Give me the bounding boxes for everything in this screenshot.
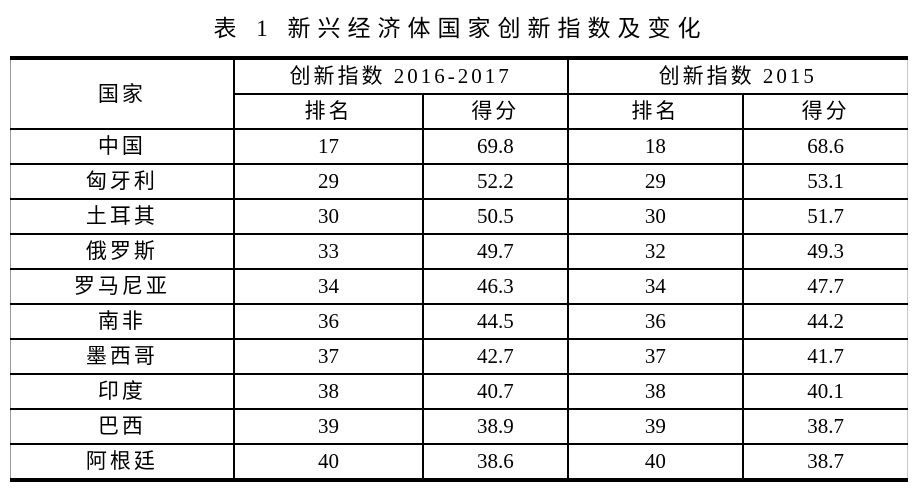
rank-2016-cell: 30: [232, 198, 425, 235]
table-row: 阿根廷 40 38.6 40 38.7: [9, 443, 909, 482]
rank-2015-cell: 36: [566, 303, 745, 340]
table-row: 印度 38 40.7 38 40.1: [9, 373, 909, 410]
score-2016-cell: 46.3: [422, 268, 569, 305]
table-title: 表 1 新兴经济体国家创新指数及变化: [213, 16, 708, 41]
rank-2015-cell: 32: [566, 233, 745, 270]
rank-2015-cell: 29: [566, 163, 745, 200]
country-cell: 南非: [9, 303, 235, 340]
header-row-subcolumns: 排名 得分 排名 得分: [11, 93, 909, 130]
score-2016-cell: 49.7: [422, 233, 569, 270]
column-header-rank-2015: 排名: [566, 93, 745, 130]
header-row-groups: 国家 创新指数 2016-2017 创新指数 2015: [9, 56, 908, 130]
rank-2016-cell: 36: [232, 303, 425, 340]
score-2015-cell: 40.1: [742, 373, 909, 410]
column-header-country: 国家: [9, 56, 235, 130]
column-header-rank-2016: 排名: [233, 93, 425, 130]
score-2016-cell: 52.2: [422, 163, 569, 200]
table-row: 罗马尼亚 34 46.3 34 47.7: [9, 268, 909, 305]
score-2016-cell: 69.8: [422, 128, 569, 165]
rank-2016-cell: 40: [232, 443, 425, 482]
country-cell: 土耳其: [9, 198, 235, 235]
rank-2016-cell: 17: [232, 128, 425, 165]
column-header-score-2016: 得分: [422, 93, 569, 130]
rank-2016-cell: 33: [232, 233, 425, 270]
country-cell: 阿根廷: [9, 443, 235, 482]
column-group-header-2016-2017: 创新指数 2016-2017: [232, 56, 569, 95]
column-header-score-2015: 得分: [742, 93, 909, 130]
rank-2016-cell: 29: [232, 163, 425, 200]
rank-2015-cell: 18: [566, 128, 745, 165]
score-2016-cell: 38.9: [422, 408, 569, 445]
score-2016-cell: 42.7: [422, 338, 569, 375]
score-2015-cell: 44.2: [742, 303, 909, 340]
score-2015-cell: 38.7: [742, 408, 909, 445]
table-body: 中国 17 69.8 18 68.6 匈牙利 29 52.2 29 53.1 土…: [9, 128, 909, 482]
column-group-header-2015: 创新指数 2015: [566, 56, 908, 95]
table-row: 土耳其 30 50.5 30 51.7: [9, 198, 909, 235]
table-row: 中国 17 69.8 18 68.6: [9, 128, 909, 165]
score-2015-cell: 53.1: [742, 163, 909, 200]
rank-2016-cell: 38: [232, 373, 425, 410]
rank-2016-cell: 37: [232, 338, 425, 375]
country-cell: 印度: [9, 373, 235, 410]
rank-2016-cell: 34: [232, 268, 425, 305]
country-cell: 墨西哥: [9, 338, 235, 375]
table-row: 墨西哥 37 42.7 37 41.7: [9, 338, 909, 375]
table-row: 匈牙利 29 52.2 29 53.1: [9, 163, 909, 200]
rank-2015-cell: 37: [566, 338, 745, 375]
rank-2015-cell: 38: [566, 373, 745, 410]
score-2015-cell: 49.3: [742, 233, 909, 270]
rank-2015-cell: 30: [566, 198, 745, 235]
table-header: 国家 创新指数 2016-2017 创新指数 2015 排名 得分 排名 得分: [9, 56, 909, 130]
score-2015-cell: 41.7: [742, 338, 909, 375]
innovation-index-table: 国家 创新指数 2016-2017 创新指数 2015 排名 得分 排名 得分 …: [9, 56, 909, 482]
rank-2015-cell: 34: [566, 268, 745, 305]
table-row: 南非 36 44.5 36 44.2: [9, 303, 909, 340]
table-row: 俄罗斯 33 49.7 32 49.3: [9, 233, 909, 270]
score-2016-cell: 40.7: [422, 373, 569, 410]
score-2015-cell: 51.7: [742, 198, 909, 235]
country-cell: 匈牙利: [9, 163, 235, 200]
country-cell: 巴西: [9, 408, 235, 445]
country-cell: 俄罗斯: [9, 233, 235, 270]
score-2015-cell: 47.7: [742, 268, 909, 305]
score-2016-cell: 38.6: [422, 443, 569, 482]
country-cell: 中国: [9, 128, 235, 165]
score-2015-cell: 38.7: [742, 443, 909, 482]
rank-2015-cell: 40: [566, 443, 745, 482]
rank-2015-cell: 39: [566, 408, 745, 445]
rank-2016-cell: 39: [232, 408, 425, 445]
table-row: 巴西 39 38.9 39 38.7: [9, 408, 909, 445]
country-cell: 罗马尼亚: [9, 268, 235, 305]
score-2016-cell: 50.5: [422, 198, 569, 235]
score-2016-cell: 44.5: [422, 303, 569, 340]
score-2015-cell: 68.6: [742, 128, 909, 165]
